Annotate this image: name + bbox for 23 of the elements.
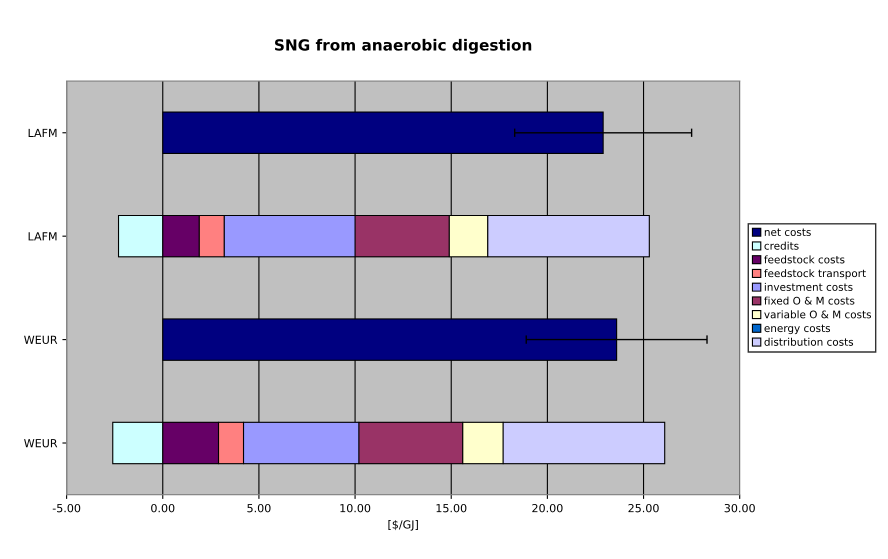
legend-label: feedstock transport [764,269,866,280]
x-tick-label: 25.00 [628,504,659,512]
x-tick-label: 15.00 [436,504,466,512]
x-tick-label: 10.00 [340,504,370,512]
legend-label: feedstock costs [764,255,844,264]
legend-label: energy costs [764,324,830,334]
x-tick-label: 0.00 [151,504,174,512]
legend-label: net costs [764,228,811,236]
y-tick-label: WEUR [24,336,58,344]
x-axis-title: [$/GJ] [388,520,418,531]
x-tick-label: -5.00 [52,504,80,512]
x-tick-label: 30.00 [724,504,755,512]
x-tick-label: 5.00 [247,504,271,512]
legend-label: distribution costs [764,338,854,346]
y-tick-label: LAFM [28,232,56,240]
chart-title: SNG from anaerobic digestion [275,38,532,54]
y-tick-label: LAFM [28,128,56,137]
y-tick-label: WEUR [24,439,58,448]
legend-label: credits [764,242,799,250]
legend-label: fixed O & M costs [764,296,854,305]
legend-label: variable O & M costs [764,310,872,318]
x-tick-label: 20.00 [532,504,563,512]
legend-label: investment costs [764,282,853,291]
